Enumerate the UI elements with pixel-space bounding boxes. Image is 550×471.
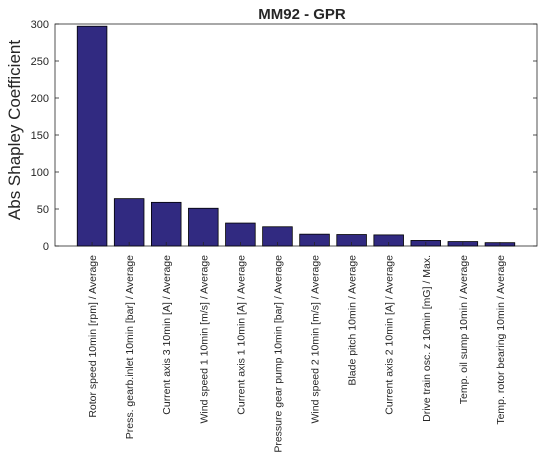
y-tick-label: 100 (31, 167, 49, 179)
x-tick-label: Wind speed 2 10min [m/s] / Average (310, 255, 322, 424)
y-tick-label: 0 (43, 241, 49, 253)
x-tick-label: Rotor speed 10min [rpm] / Average (87, 255, 99, 418)
x-tick-label: Current axis 2 10min [A] / Average (384, 255, 396, 415)
y-axis-label: Abs Shapley Coefficient (5, 40, 24, 220)
bar (76, 25, 108, 247)
x-tick-label: Blade pitch 10min / Average (347, 255, 359, 386)
x-tick-label: Temp. oil sump 10min / Average (458, 255, 470, 404)
y-tick-label: 200 (31, 93, 49, 105)
x-tick-label: Wind speed 1 10min [m/s] / Average (198, 255, 210, 424)
x-tick-label: Current axis 3 10min [A] / Average (161, 255, 173, 415)
x-axis: Rotor speed 10min [rpm] / Average Press. … (87, 242, 507, 453)
bar (150, 201, 182, 247)
x-tick-label: Press. gearb.inlet 10min [bar] / Average (124, 255, 136, 439)
bar (188, 207, 219, 247)
x-tick-label: Pressure gear pump 10min [bar] / Average (272, 255, 284, 453)
bar (113, 198, 145, 247)
y-tick-label: 150 (31, 130, 49, 142)
x-tick-label: Temp. rotor bearing 10min / Average (495, 255, 507, 425)
y-tick-label: 50 (37, 204, 49, 216)
y-tick-label: 250 (31, 56, 49, 68)
x-tick-label: Drive train osc. z 10min [mG] / Max. (421, 255, 433, 422)
y-axis: 0 50 100 150 200 250 300 (31, 19, 537, 253)
y-tick-label: 300 (31, 19, 49, 31)
x-tick-label: Current axis 1 10min [A] / Average (235, 255, 247, 415)
bars-group (76, 25, 516, 247)
chart-title: MM92 - GPR (258, 6, 346, 23)
